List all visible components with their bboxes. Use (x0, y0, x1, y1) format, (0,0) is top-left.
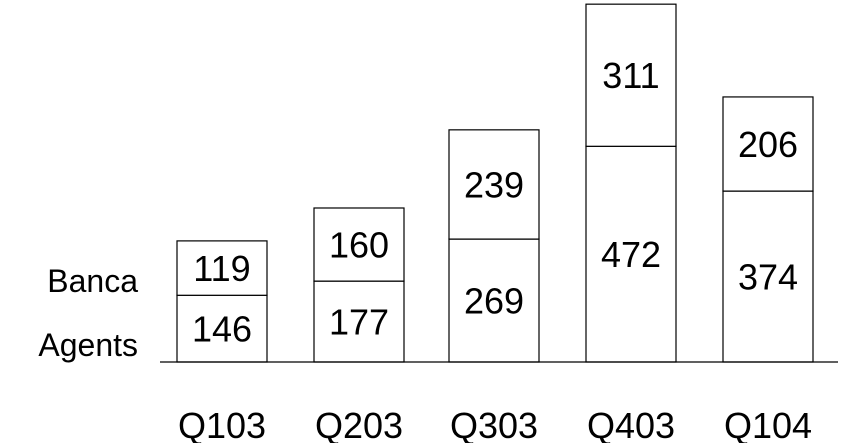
bars-layer (176, 3, 814, 363)
category-label-q103: Q103 (178, 405, 266, 443)
bar-segment-banca-q403 (585, 3, 677, 147)
bar-segment-agents-q303 (448, 238, 540, 363)
value-label-banca-q203: 160 (329, 225, 389, 266)
category-label-q104: Q104 (724, 405, 812, 443)
bar-segment-agents-q103 (176, 294, 268, 363)
value-label-agents-q203: 177 (329, 302, 389, 343)
value-label-agents-q403: 472 (601, 234, 661, 275)
series-label-banca: Banca (47, 263, 138, 299)
value-label-agents-q303: 269 (464, 281, 524, 322)
value-label-agents-q103: 146 (192, 309, 252, 350)
series-label-agents: Agents (38, 327, 138, 363)
value-label-banca-q104: 206 (738, 124, 798, 165)
category-label-q203: Q203 (315, 405, 403, 443)
value-labels-layer: 146 119 177 160 269 239 472 311 374 206 (192, 55, 798, 349)
value-label-banca-q303: 239 (464, 164, 524, 205)
bar-segment-banca-q104 (722, 96, 814, 192)
category-label-q303: Q303 (450, 405, 538, 443)
category-label-q403: Q403 (587, 405, 675, 443)
bar-segment-banca-q303 (448, 129, 540, 240)
value-label-agents-q104: 374 (738, 257, 798, 298)
category-labels-layer: Q103 Q203 Q303 Q403 Q104 (178, 405, 812, 443)
value-label-banca-q103: 119 (193, 248, 250, 289)
bar-segment-banca-q203 (313, 207, 405, 282)
bar-segment-banca-q103 (176, 240, 268, 296)
value-label-banca-q403: 311 (602, 55, 659, 96)
